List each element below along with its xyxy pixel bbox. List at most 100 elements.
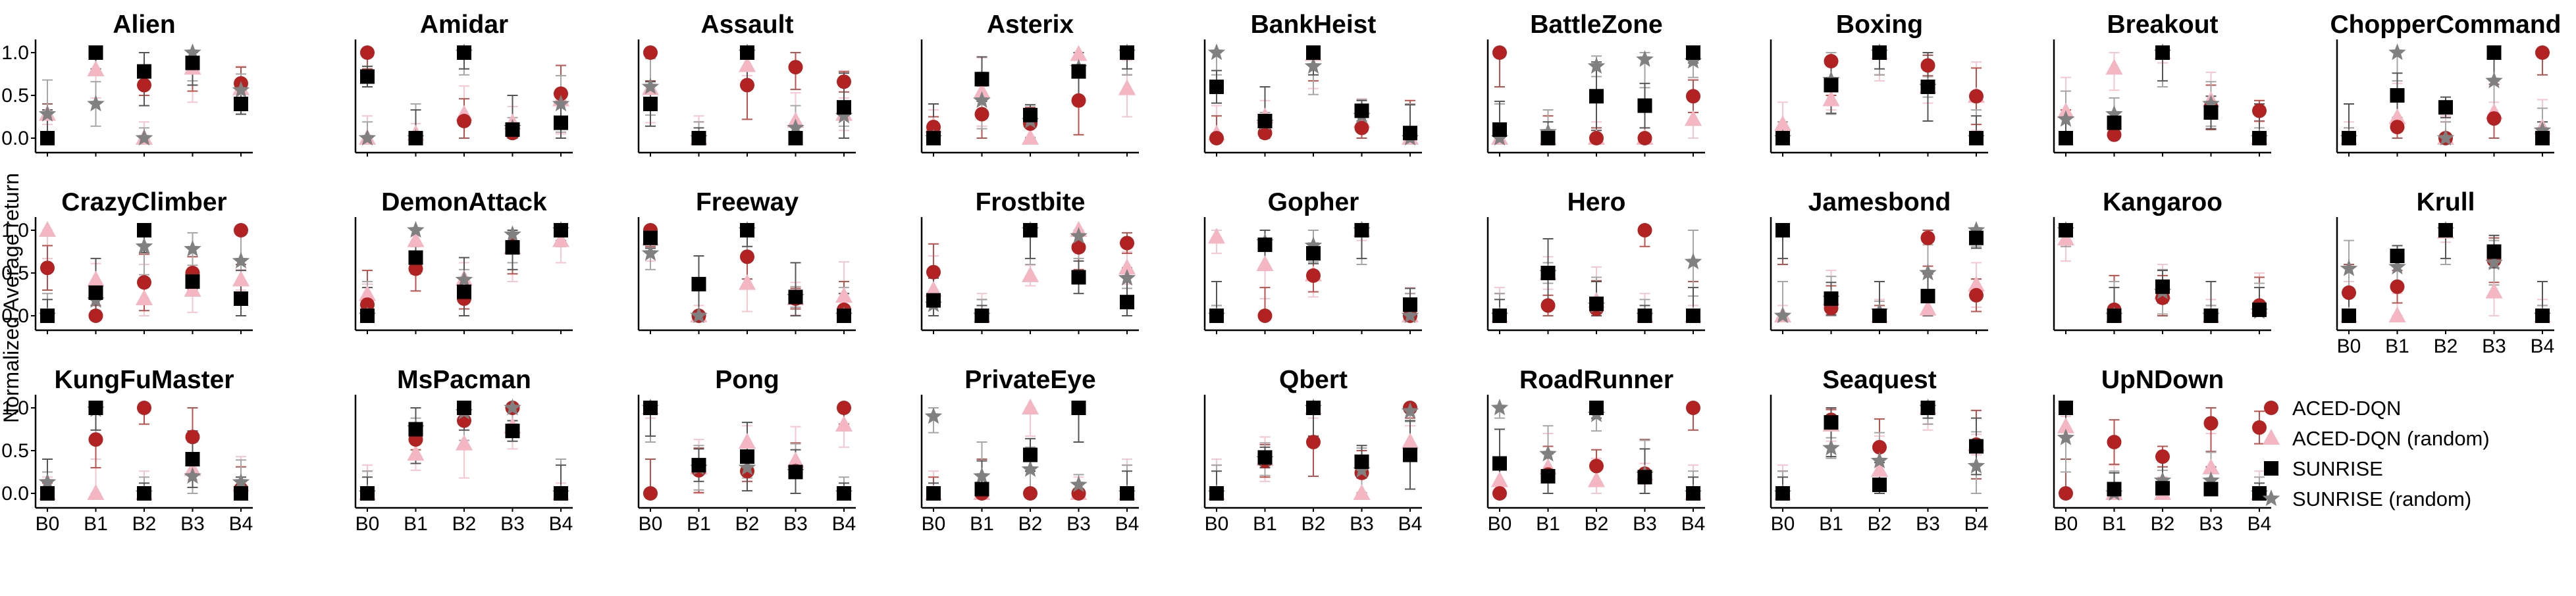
- panel-frostbite: Frostbite: [920, 188, 1139, 334]
- point-acedr: [1118, 79, 1136, 95]
- point-aced: [1637, 223, 1652, 237]
- point-aced: [1824, 54, 1839, 68]
- panel-alien: Alien 0.0 0.5 1.0: [1, 11, 253, 157]
- point-acedr: [407, 231, 425, 247]
- point-sun: [1775, 223, 1790, 237]
- point-sun: [2203, 482, 2219, 497]
- point-sun: [1120, 295, 1134, 310]
- point-acedr: [835, 287, 853, 303]
- point-sun: [1872, 309, 1887, 323]
- panel-assault: Assault: [637, 11, 856, 157]
- point-aced: [1589, 131, 1604, 145]
- point-sunr: [87, 95, 105, 112]
- point-acedr: [2485, 282, 2503, 299]
- point-sun: [2107, 482, 2122, 497]
- y-tick-label: 1.0: [1, 397, 29, 419]
- point-aced: [1872, 439, 1887, 455]
- x-tick-label: B2: [1585, 513, 1609, 535]
- point-sun: [2535, 131, 2550, 145]
- point-acedr: [1070, 45, 1088, 61]
- point-sunr: [973, 467, 991, 484]
- point-aced: [643, 486, 658, 501]
- panel-title: Kangaroo: [2103, 188, 2222, 216]
- point-acedr: [1022, 129, 1039, 145]
- point-sun: [1920, 401, 1935, 415]
- panel-title: Frostbite: [976, 188, 1086, 216]
- point-sun: [1071, 64, 1086, 79]
- point-acedr: [1022, 399, 1039, 414]
- x-tick-label: B1: [84, 513, 108, 535]
- point-sun: [2155, 279, 2170, 294]
- point-sunr: [2340, 259, 2358, 276]
- point-aced: [1686, 89, 1700, 104]
- point-sunr: [1822, 439, 1840, 456]
- point-acedr: [1919, 299, 1937, 316]
- point-sun: [137, 64, 151, 79]
- x-tick-label: B3: [2199, 513, 2223, 535]
- point-sun: [1540, 469, 1556, 484]
- point-sun: [2203, 309, 2219, 323]
- panel-boxing: Boxing: [1770, 11, 1988, 157]
- y-tick-label: 0.5: [1, 262, 29, 284]
- panel-upndown: UpNDown B0 B1 B2 B3 B4: [2053, 366, 2271, 535]
- point-sun: [2486, 244, 2502, 259]
- panel-title: Amidar: [420, 11, 508, 39]
- point-aced: [408, 261, 423, 276]
- point-acedr: [1588, 471, 1605, 487]
- x-tick-label: B0: [922, 513, 946, 535]
- point-sun: [1071, 401, 1086, 415]
- x-tick-label: B3: [180, 513, 205, 535]
- point-acedr: [2388, 307, 2406, 322]
- point-sun: [408, 250, 423, 265]
- point-sunr: [1021, 460, 1039, 477]
- panel-title: Boxing: [1836, 11, 1923, 39]
- error-bars: [2061, 52, 2265, 139]
- point-sunr: [455, 270, 473, 287]
- point-sun: [1306, 45, 1321, 60]
- point-sun: [643, 230, 658, 245]
- point-sunr: [1207, 43, 1226, 61]
- point-aced: [88, 432, 103, 447]
- point-sun: [691, 131, 706, 145]
- point-aced: [1920, 230, 1935, 245]
- x-tick-label: B3: [783, 513, 808, 535]
- point-sun: [2252, 131, 2267, 145]
- point-sun: [1120, 486, 1134, 501]
- point-sun: [2203, 105, 2219, 120]
- x-tick-label: B2: [1868, 513, 1892, 535]
- panel-title: MsPacman: [397, 366, 531, 394]
- point-sunr: [1967, 457, 1985, 474]
- panel-title: DemonAttack: [381, 188, 547, 216]
- point-sunr: [1401, 402, 1419, 419]
- point-sunr: [2105, 105, 2123, 122]
- x-tick-label: B4: [1115, 513, 1140, 535]
- point-sun: [554, 486, 568, 501]
- legend-marker-aced: [2264, 401, 2278, 415]
- point-sun: [505, 424, 520, 439]
- point-aced: [740, 249, 754, 264]
- point-acedr: [1022, 266, 1039, 282]
- x-tick-label: B0: [2054, 513, 2078, 535]
- point-acedr: [2202, 459, 2220, 474]
- panel-title: Asterix: [987, 11, 1074, 39]
- x-tick-label: B1: [687, 513, 711, 535]
- point-aced: [2155, 449, 2170, 464]
- panel-asterix: Asterix: [920, 11, 1139, 157]
- point-aced: [1589, 459, 1604, 474]
- point-sun: [1023, 447, 1038, 462]
- point-aced: [1354, 120, 1369, 136]
- point-aced: [740, 78, 754, 93]
- point-acedr: [973, 82, 991, 99]
- panel-bankheist: BankHeist: [1203, 11, 1422, 157]
- point-sun: [1589, 89, 1604, 104]
- point-aced: [1023, 486, 1038, 501]
- x-tick-label: B1: [970, 513, 994, 535]
- point-sun: [1209, 486, 1224, 501]
- point-acedr: [925, 281, 942, 297]
- point-sunr: [1870, 451, 1889, 468]
- x-tick-label: B3: [1066, 513, 1091, 535]
- point-sun: [505, 122, 520, 137]
- point-sun: [926, 293, 941, 308]
- point-sun: [1257, 237, 1273, 253]
- point-sunr: [2202, 95, 2220, 112]
